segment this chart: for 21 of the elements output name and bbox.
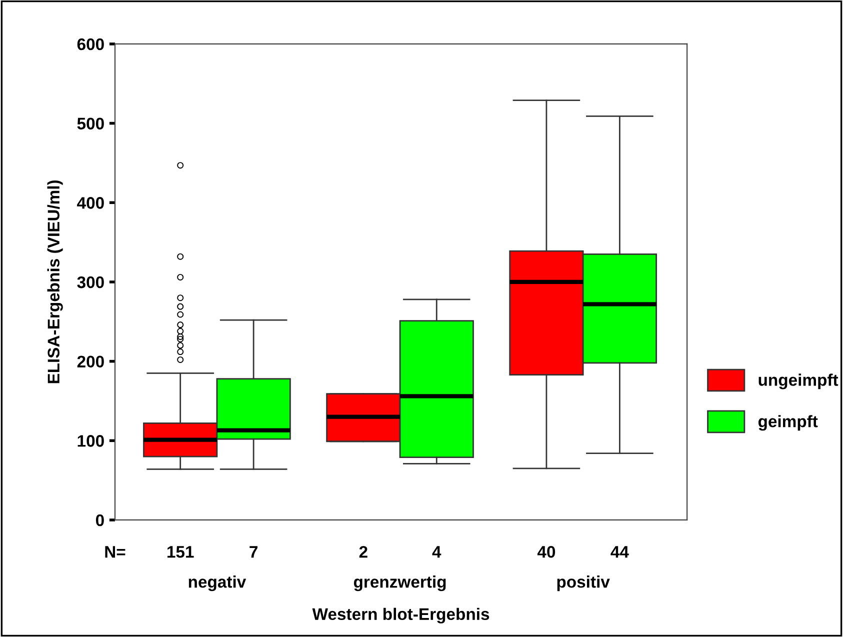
x-tick-label: grenzwertig bbox=[354, 576, 446, 592]
y-axis-title: ELISA-Ergebnis (VIEU/ml) bbox=[47, 180, 63, 384]
text: 4 bbox=[432, 546, 442, 558]
x-tick-label: negativ bbox=[188, 576, 246, 592]
y-tick-label: 500 bbox=[77, 118, 104, 130]
text: 40 bbox=[537, 546, 556, 558]
y-tick-label: 0 bbox=[96, 514, 104, 526]
y-tick-label: 200 bbox=[77, 356, 104, 368]
text: 151 bbox=[167, 546, 194, 558]
legend-label: ungeimpft bbox=[758, 374, 838, 390]
x-tick-label: positiv bbox=[557, 576, 610, 592]
x-axis-title: Western blot-Ergebnis bbox=[312, 608, 490, 624]
y-tick-label: 400 bbox=[77, 197, 104, 209]
text: 2 bbox=[359, 546, 368, 558]
legend-label: geimpft bbox=[758, 415, 818, 431]
text: 7 bbox=[250, 546, 258, 558]
y-tick-label: 600 bbox=[77, 38, 104, 50]
y-tick-label: 100 bbox=[78, 435, 104, 447]
text: N= bbox=[105, 546, 126, 558]
y-tick-label: 300 bbox=[77, 276, 104, 288]
text: 44 bbox=[610, 546, 629, 558]
